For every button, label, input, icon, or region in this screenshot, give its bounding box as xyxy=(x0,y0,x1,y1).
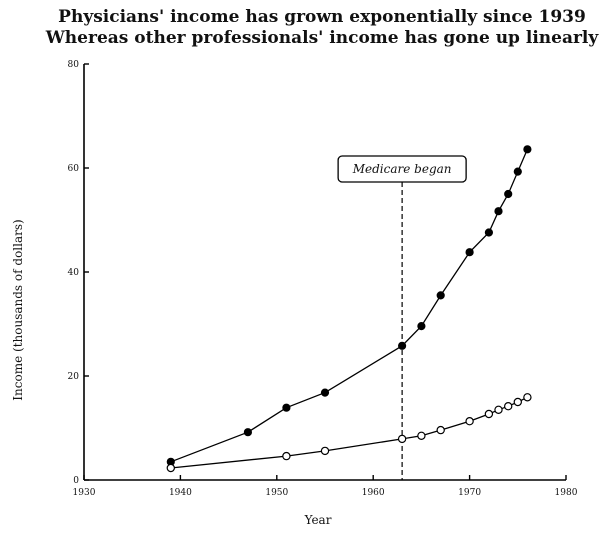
annotation-text: Medicare began xyxy=(352,162,452,176)
data-point xyxy=(504,189,513,199)
x-tick-label: 1950 xyxy=(265,488,288,498)
data-point xyxy=(417,431,426,440)
x-tick-label: 1980 xyxy=(555,488,578,498)
y-tick-label: 0 xyxy=(73,476,79,486)
data-point xyxy=(436,291,445,300)
data-point xyxy=(320,446,330,456)
data-point xyxy=(523,145,532,154)
x-tick-label: 1930 xyxy=(73,488,96,498)
x-tick-label: 1940 xyxy=(169,488,192,498)
data-point xyxy=(504,402,513,411)
x-tick-label: 1960 xyxy=(362,488,385,498)
chart-title: Physicians' income has grown exponential… xyxy=(58,7,586,27)
series-line-1 xyxy=(170,149,528,463)
series-group xyxy=(166,145,532,473)
data-point xyxy=(320,388,330,397)
data-point xyxy=(494,405,503,414)
y-axis-label: Income (thousands of dollars) xyxy=(11,219,25,400)
data-point xyxy=(484,228,493,237)
x-axis: 1930 1940 1950 1960 1970 1980 xyxy=(73,475,578,498)
data-point xyxy=(166,463,175,473)
data-point xyxy=(436,425,445,435)
data-point xyxy=(398,341,407,350)
data-point xyxy=(465,248,474,257)
data-point xyxy=(417,322,426,331)
data-point xyxy=(282,403,291,412)
data-point xyxy=(513,397,523,407)
data-point xyxy=(494,207,503,216)
data-point xyxy=(243,428,252,437)
y-tick-label: 40 xyxy=(68,268,80,278)
x-tick-label: 1970 xyxy=(458,488,481,498)
data-point xyxy=(513,167,522,176)
series-line-2 xyxy=(170,396,528,469)
y-tick-label: 80 xyxy=(68,60,80,70)
y-tick-label: 60 xyxy=(68,164,80,174)
data-point xyxy=(397,434,407,444)
data-point xyxy=(282,451,291,461)
chart-subtitle: Whereas other professionals' income has … xyxy=(45,28,600,48)
data-point xyxy=(465,417,474,426)
data-point xyxy=(523,393,532,402)
annotation-medicare: Medicare began xyxy=(337,155,467,480)
y-axis: 0 20 40 60 80 xyxy=(68,60,89,486)
data-point xyxy=(484,409,494,419)
y-tick-label: 20 xyxy=(68,372,80,382)
x-axis-label: Year xyxy=(304,513,332,527)
